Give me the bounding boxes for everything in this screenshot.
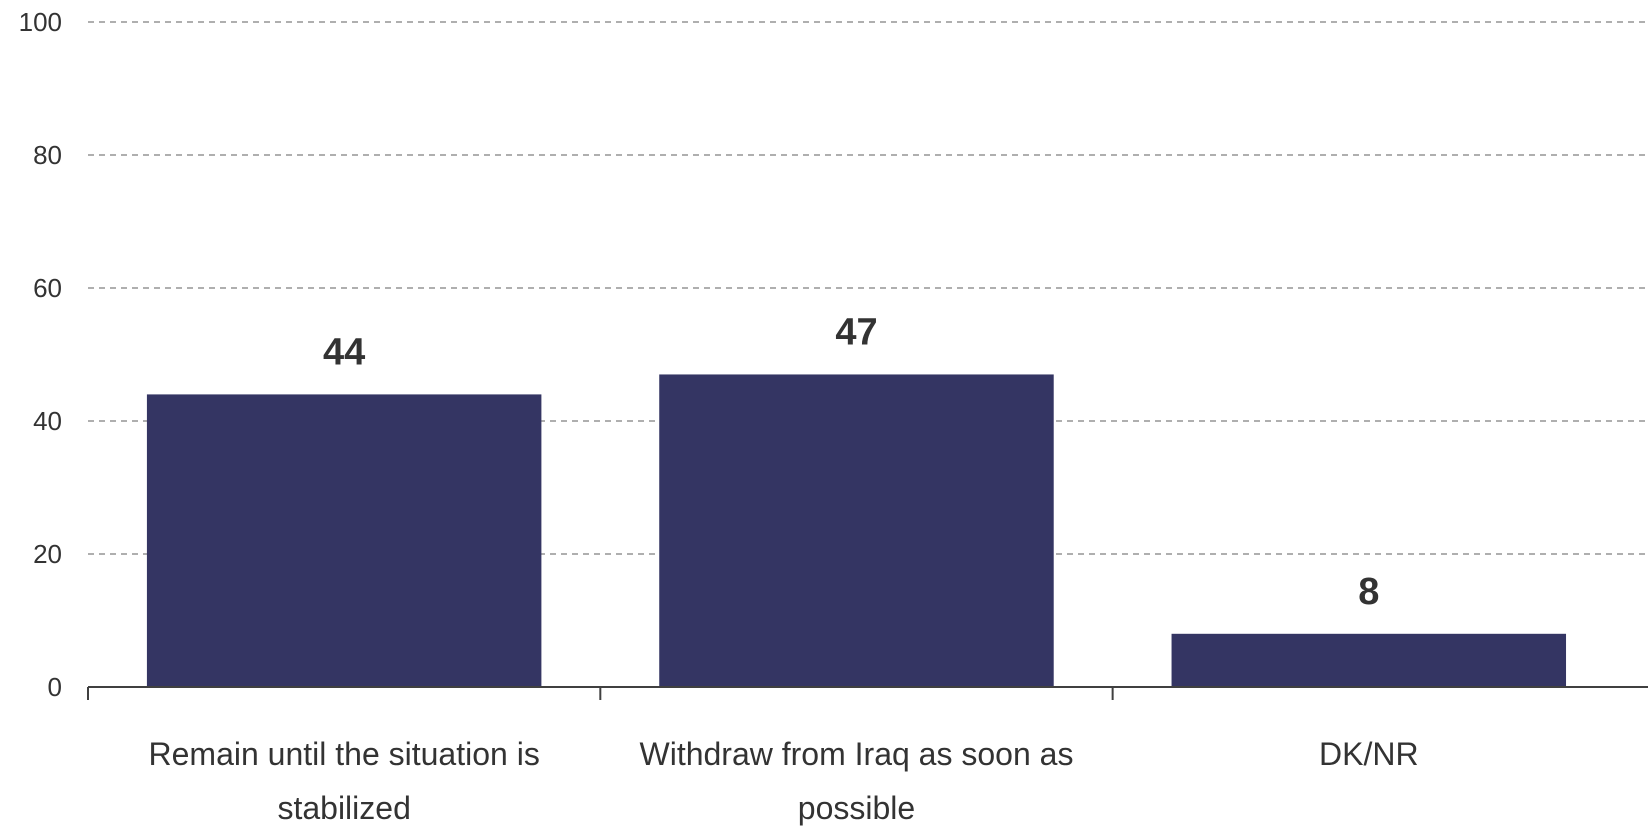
data-label: 44 <box>323 331 365 373</box>
bar <box>146 394 542 687</box>
x-axis <box>87 686 1648 700</box>
bars <box>146 374 1567 687</box>
data-label: 8 <box>1358 571 1379 613</box>
y-tick-label: 0 <box>48 672 62 702</box>
x-category-label: stabilized <box>277 790 410 826</box>
y-axis-ticks: 0 20 40 60 80 100 <box>19 7 62 702</box>
category-labels: Remain until the situation is stabilized W… <box>149 736 1419 826</box>
bar <box>1171 633 1567 687</box>
x-category-label: possible <box>798 790 915 826</box>
y-tick-label: 60 <box>33 273 62 303</box>
bar <box>659 374 1054 687</box>
y-tick-label: 40 <box>33 406 62 436</box>
x-category-label: Remain until the situation is <box>149 736 540 772</box>
data-labels: 44 47 8 <box>323 311 1379 612</box>
data-label: 47 <box>835 311 877 353</box>
x-category-label: Withdraw from Iraq as soon as <box>640 736 1074 772</box>
gridlines <box>88 21 1648 555</box>
x-category-label: DK/NR <box>1319 736 1419 772</box>
y-tick-label: 80 <box>33 140 62 170</box>
y-tick-label: 20 <box>33 539 62 569</box>
y-tick-label: 100 <box>19 7 62 37</box>
